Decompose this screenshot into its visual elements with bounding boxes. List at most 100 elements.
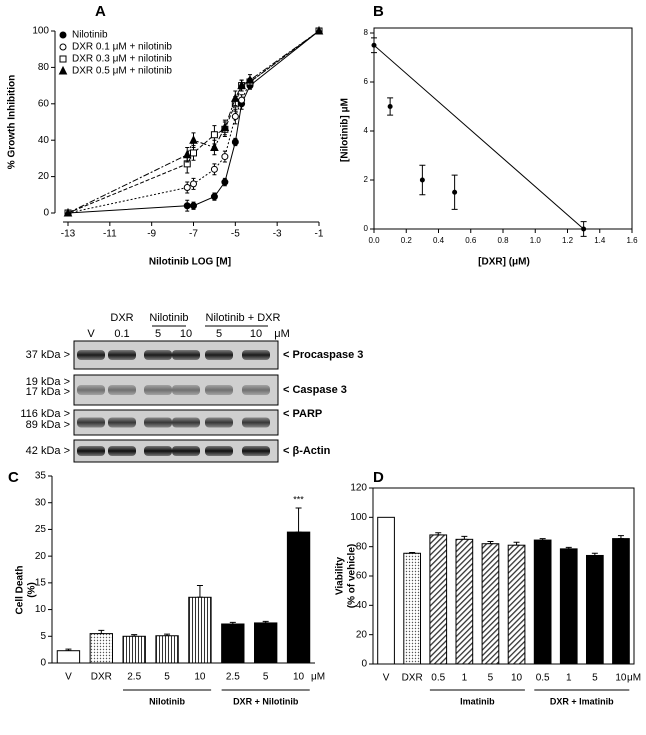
y-tick-label: 0 [40,658,46,669]
x-tick-label: DXR [402,673,423,684]
bar [429,534,448,665]
panel-letter: C [8,469,19,486]
blot-marker-label: 37 kDa > [26,349,70,361]
x-tick-label: 0.4 [433,236,445,245]
x-tick-label: 10 [293,672,305,683]
blot-band [108,350,136,360]
blot-band [242,417,270,428]
blot-band [108,446,136,456]
bar [559,548,578,665]
x-tick-label: -1 [315,229,324,240]
error-bar [295,507,302,533]
blot-band [144,446,172,456]
data-point [189,135,198,144]
data-point [231,138,239,146]
blot-band [172,350,200,360]
y-tick-label: 8 [364,28,369,37]
data-point [210,165,218,173]
x-tick-label: 0.8 [497,236,509,245]
blot-band [242,385,270,395]
blot-band [242,446,270,456]
legend-marker [58,65,68,75]
x-tick-label: 1.4 [594,236,606,245]
blot-header: Nilotinib [149,312,188,324]
legend-label: DXR 0.3 μM + nilotinib [72,54,172,65]
data-point [220,122,230,131]
blot-header: DXR [110,312,133,324]
y-tick-label: 80 [38,62,50,73]
blot-header: 10 [250,328,262,340]
data-point [231,93,240,102]
bar [612,538,630,665]
legend-label: DXR 0.5 μM + nilotinib [72,66,172,77]
blot-band [77,350,105,360]
x-tick-label: -13 [61,229,76,240]
x-tick-label: 5 [488,673,494,684]
y-axis-label: Cell Death [15,566,26,615]
blot-band [144,385,172,395]
x-tick-label: 10 [194,672,206,683]
blot-band [77,385,105,395]
blot-header: V [87,328,95,340]
error-bar [196,585,203,598]
data-point [63,207,73,217]
x-tick-label: 0.5 [536,673,550,684]
y-axis-label: [Nilotinib] μM [340,98,351,162]
data-point [452,189,458,195]
blot-header: μM [274,328,290,340]
blot-band [205,385,233,395]
blot-band [144,350,172,360]
data-point [387,104,393,109]
data-point [238,96,246,104]
blot-band [77,417,105,428]
legend-label: Nilotinib [72,30,108,41]
bar [481,543,500,665]
y-tick-label: 4 [364,126,369,135]
y-tick-label: 120 [350,483,367,494]
x-tick-label: 5 [592,673,598,684]
x-tick-label: -3 [273,229,282,240]
blot-marker-label: 89 kDa > [26,419,70,431]
legend-marker [59,43,67,51]
plot-frame [373,27,633,230]
x-tick-label: 10 [511,673,523,684]
y-axis-label: (% of vehicle) [347,544,358,608]
x-tick-label: 1.0 [530,236,542,245]
data-point [210,142,219,151]
data-point [190,149,197,157]
blot-band [242,350,270,360]
blot-band [77,446,105,456]
bar [377,516,395,665]
legend-marker [59,55,67,63]
y-tick-label: 6 [364,77,369,86]
y-axis-label: (%) [27,582,38,598]
x-tick-label: 5 [263,672,269,683]
unit-label: μM [311,672,325,683]
x-tick-label: -7 [189,229,198,240]
panel-letter: B [373,3,384,20]
blot-band [108,417,136,428]
y-tick-label: 5 [40,631,46,642]
blot-band [172,446,200,456]
y-tick-label: 20 [356,629,368,640]
x-axis-label: Nilotinib LOG [M] [149,257,231,268]
x-tick-label: 10 [615,673,627,684]
x-tick-label: -5 [231,229,240,240]
x-tick-label: 0.2 [401,236,413,245]
blot-header: 0.1 [114,328,129,340]
bar [403,552,422,665]
bar [122,635,146,664]
blot-marker-label: 116 kDa > [20,408,70,420]
bar [254,622,278,664]
data-point [210,131,218,139]
bar [286,531,311,664]
blot-band [108,385,136,395]
panel-letter: D [373,469,384,486]
panel-letter: A [95,3,106,20]
y-tick-label: 10 [35,604,47,615]
y-tick-label: 100 [32,26,49,37]
x-tick-label: 0.0 [368,236,380,245]
y-tick-label: 20 [35,551,47,562]
bar [155,635,179,664]
